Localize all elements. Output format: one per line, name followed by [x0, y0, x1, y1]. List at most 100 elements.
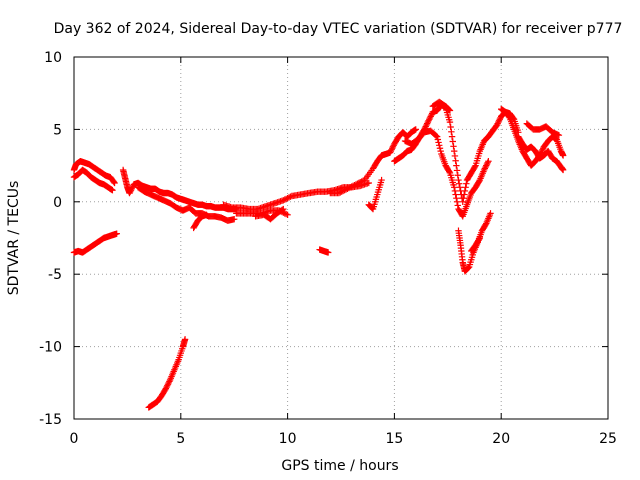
data-point — [453, 194, 460, 202]
data-point — [447, 123, 454, 131]
data-point — [365, 179, 372, 187]
data-point — [493, 121, 501, 129]
data-point — [482, 221, 489, 228]
y-tick-label: -15 — [39, 412, 62, 428]
data-point — [461, 187, 469, 195]
data-point — [539, 146, 546, 153]
data-point — [282, 195, 290, 203]
data-point — [455, 176, 462, 184]
data-point — [231, 215, 238, 223]
data-point — [284, 194, 291, 202]
data-point — [128, 185, 135, 192]
data-point — [162, 385, 170, 392]
data-point — [483, 160, 491, 168]
data-point — [555, 131, 563, 139]
data-point — [127, 187, 135, 194]
data-point — [446, 168, 453, 175]
data-point — [456, 184, 464, 191]
data-point — [465, 264, 472, 271]
data-point — [345, 184, 353, 192]
data-point — [476, 234, 484, 242]
data-point — [351, 181, 358, 189]
data-point — [462, 184, 469, 191]
data-point — [412, 126, 419, 133]
data-point — [445, 105, 452, 113]
data-point — [505, 113, 513, 121]
data-point — [482, 163, 489, 171]
data-point — [324, 249, 332, 256]
y-tick-label: -5 — [48, 267, 62, 283]
data-point — [451, 184, 458, 191]
data-point — [355, 179, 362, 187]
y-tick-label: 10 — [44, 50, 62, 66]
data-point — [538, 147, 545, 155]
data-point — [163, 383, 170, 391]
plot-frame — [73, 56, 609, 420]
data-point — [335, 189, 343, 197]
data-point — [387, 147, 395, 155]
data-point — [348, 183, 355, 190]
data-point — [434, 136, 442, 143]
axis-ticks — [73, 56, 609, 420]
data-point — [433, 133, 441, 140]
data-point — [388, 146, 395, 153]
y-tick-label: 5 — [53, 122, 62, 138]
data-point — [427, 113, 434, 120]
data-point — [337, 189, 344, 196]
data-point — [480, 166, 488, 174]
data-point — [111, 179, 118, 187]
data-point — [485, 158, 492, 165]
data-point — [358, 178, 365, 185]
data-point — [113, 230, 120, 237]
data-point — [432, 132, 440, 139]
data-point — [495, 118, 502, 126]
x-tick-label: 15 — [385, 431, 403, 447]
data-point — [454, 172, 461, 179]
data-point — [453, 162, 460, 169]
data-point — [559, 152, 567, 159]
data-point — [453, 198, 461, 205]
data-point — [389, 145, 396, 152]
data-point — [483, 162, 490, 169]
y-tick-label: -10 — [39, 340, 62, 356]
data-point — [110, 178, 118, 186]
data-point — [280, 197, 287, 204]
data-point — [378, 176, 385, 184]
data-point — [339, 187, 347, 195]
data-point — [471, 163, 479, 171]
data-point — [426, 114, 434, 122]
x-tick-label: 0 — [70, 431, 79, 447]
data-point — [352, 181, 360, 188]
data-points — [70, 98, 567, 411]
data-point — [279, 206, 286, 213]
x-tick-label: 5 — [176, 431, 185, 447]
data-point — [448, 128, 455, 136]
data-point — [463, 180, 470, 187]
data-point — [451, 147, 458, 155]
data-point — [164, 382, 171, 389]
y-tick-label: 0 — [53, 195, 62, 211]
data-point — [496, 116, 503, 123]
data-point — [280, 205, 287, 213]
data-point — [475, 236, 483, 243]
data-point — [357, 179, 364, 186]
data-point — [446, 107, 454, 114]
data-point — [446, 106, 453, 114]
data-point — [166, 378, 173, 385]
data-point — [424, 118, 432, 126]
data-point — [436, 142, 443, 149]
data-point — [495, 117, 503, 124]
data-point — [389, 143, 397, 150]
data-point — [446, 118, 454, 126]
x-axis-label: GPS time / hours — [281, 458, 398, 474]
data-point — [487, 210, 494, 217]
data-point — [203, 211, 210, 219]
data-point — [481, 165, 489, 172]
y-axis-label: SDTVAR / TECUs — [6, 181, 22, 296]
data-point — [494, 120, 501, 127]
data-point — [452, 157, 459, 164]
x-tick-label: 10 — [279, 431, 297, 447]
data-point — [453, 167, 461, 174]
data-point — [287, 193, 294, 200]
